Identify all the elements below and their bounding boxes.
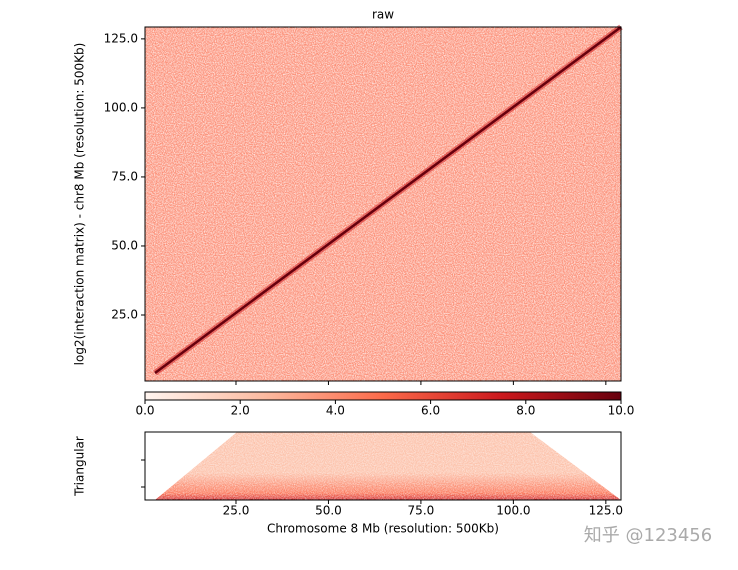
colorbar-tick-label: 0.0 [135, 404, 154, 418]
x-tick-label: 100.0 [496, 504, 530, 518]
triangular-noise [155, 432, 621, 500]
y-tick-label: 125.0 [104, 31, 138, 45]
y-tick-label: 100.0 [104, 100, 138, 114]
y-tick-label: 25.0 [111, 308, 138, 322]
x-tick-label: 25.0 [223, 504, 250, 518]
y-axis-label: log2(interaction matrix) - chr8 Mb (reso… [73, 43, 87, 366]
triangular-label: Triangular [73, 436, 87, 497]
colorbar-tick-label: 10.0 [608, 404, 635, 418]
chart-title: raw [372, 8, 394, 22]
y-tick-label: 75.0 [111, 169, 138, 183]
x-tick-label: 75.0 [408, 504, 435, 518]
x-tick-label: 50.0 [315, 504, 342, 518]
colorbar-tick-label: 8.0 [516, 404, 535, 418]
colorbar [144, 391, 622, 401]
y-tick-label: 50.0 [111, 238, 138, 252]
heatmap-frame [144, 26, 622, 382]
x-tick-label: 125.0 [589, 504, 623, 518]
triangular-frame [144, 431, 622, 501]
colorbar-tick-label: 4.0 [326, 404, 345, 418]
colorbar-tick-label: 6.0 [421, 404, 440, 418]
heatmap-diagonal [154, 25, 622, 375]
watermark: 知乎 @123456 [584, 525, 712, 546]
x-axis-label: Chromosome 8 Mb (resolution: 500Kb) [267, 522, 499, 536]
colorbar-tick-label: 2.0 [231, 404, 250, 418]
